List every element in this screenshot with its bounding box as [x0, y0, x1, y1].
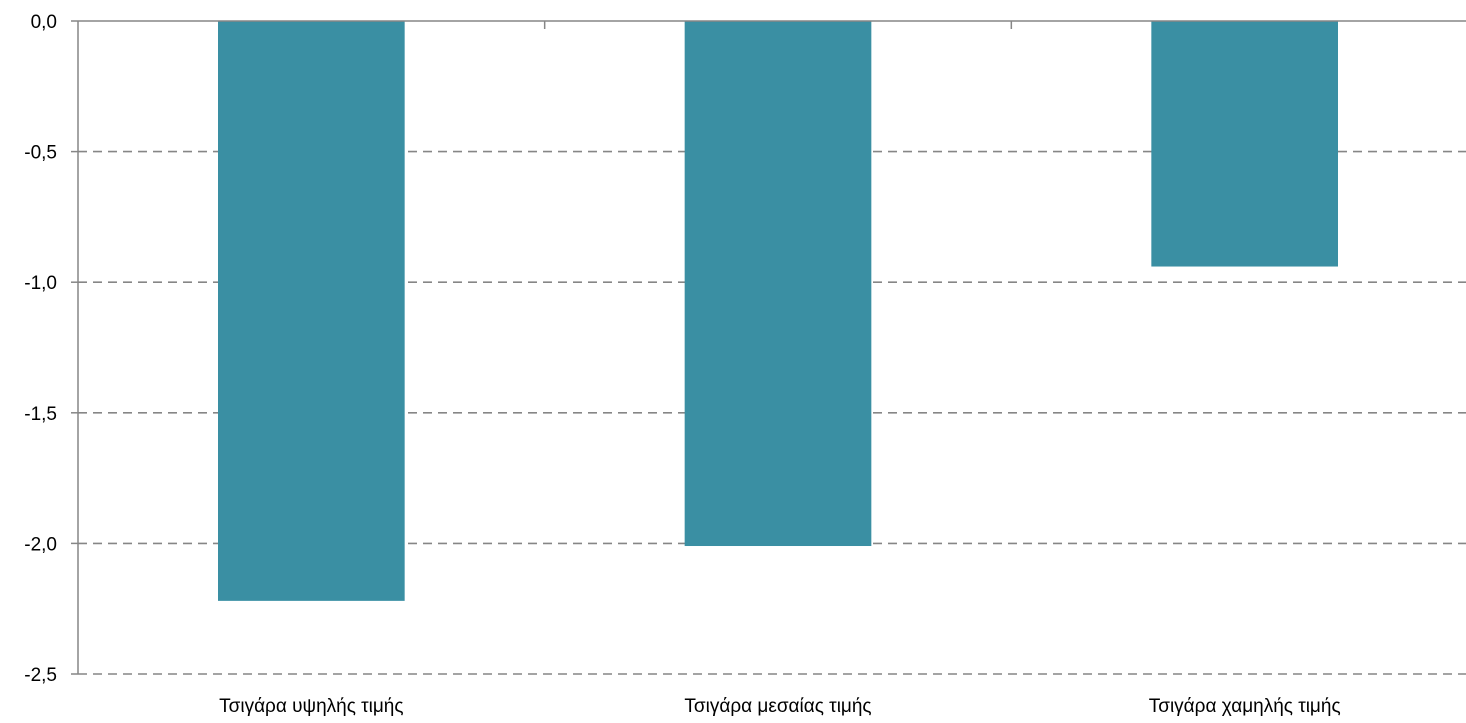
- y-tick-label: -1,5: [24, 404, 57, 425]
- bar: [1151, 21, 1338, 267]
- bar: [684, 21, 872, 547]
- y-tick-label: 0,0: [31, 12, 57, 33]
- bars: [218, 21, 1338, 601]
- y-tick-label: -2,5: [24, 665, 57, 686]
- x-category-label: Τσιγάρα χαμηλής τιμής: [1149, 696, 1341, 717]
- bar: [218, 21, 405, 601]
- axes: [71, 20, 1466, 675]
- y-tick-label: -0,5: [24, 143, 57, 164]
- x-category-label: Τσιγάρα υψηλής τιμής: [219, 696, 403, 717]
- y-tick-label: -2,0: [24, 534, 57, 555]
- y-tick-label: -1,0: [24, 273, 57, 294]
- y-tick-labels: 0,0 -0,5 -1,0 -1,5 -2,0 -2,5: [24, 12, 57, 686]
- x-category-label: Τσιγάρα μεσαίας τιμής: [684, 696, 871, 717]
- x-category-labels: Τσιγάρα υψηλής τιμής Τσιγάρα μεσαίας τιμή…: [219, 696, 1340, 717]
